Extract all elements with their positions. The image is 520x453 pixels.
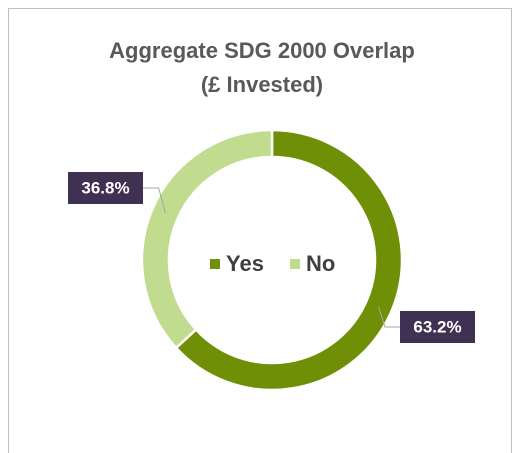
legend-swatch bbox=[210, 259, 220, 269]
donut-segment bbox=[174, 128, 404, 392]
value-label: 36.8% bbox=[81, 178, 129, 197]
value-label-box bbox=[68, 172, 143, 204]
legend-label: Yes bbox=[226, 251, 264, 276]
donut-segment bbox=[140, 128, 274, 350]
chart-title: (£ Invested) bbox=[201, 72, 323, 97]
value-label-box bbox=[400, 311, 475, 343]
legend-swatch bbox=[290, 259, 300, 269]
chart-title: Aggregate SDG 2000 Overlap bbox=[109, 38, 415, 63]
leader-line bbox=[143, 187, 166, 214]
leader-line bbox=[378, 306, 400, 328]
legend-label: No bbox=[306, 251, 335, 276]
value-label: 63.2% bbox=[413, 317, 461, 336]
